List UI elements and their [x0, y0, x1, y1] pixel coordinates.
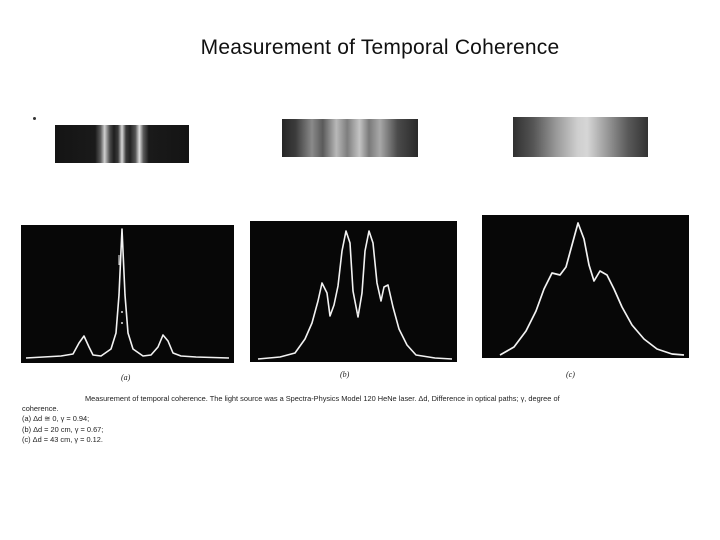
oscilloscope-trace-c: [482, 215, 689, 358]
speck: [33, 117, 36, 120]
fringe-photo-a: [55, 125, 189, 163]
oscilloscope-trace-b: [250, 221, 457, 362]
fringe-photo-b: [282, 119, 418, 157]
panel-label-c: (c): [566, 370, 575, 379]
panel-label-b: (b): [340, 370, 350, 379]
slide-title: Measurement of Temporal Coherence: [200, 36, 560, 59]
fringe-photo-c: [513, 117, 648, 157]
caption-item-b: (b) Δd = 20 cm, γ = 0.67;: [22, 424, 104, 434]
caption-item-c: (c) Δd = 43 cm, γ = 0.12.: [22, 434, 103, 444]
caption-line-2: coherence.: [22, 404, 59, 414]
caption-item-a: (a) Δd ≅ 0, γ = 0.94;: [22, 414, 90, 424]
panel-label-a: (a): [121, 373, 131, 382]
caption-line-1: Measurement of temporal coherence. The l…: [85, 394, 560, 403]
oscilloscope-trace-a: [21, 225, 234, 363]
figure-caption: Measurement of temporal coherence. The l…: [22, 394, 702, 445]
